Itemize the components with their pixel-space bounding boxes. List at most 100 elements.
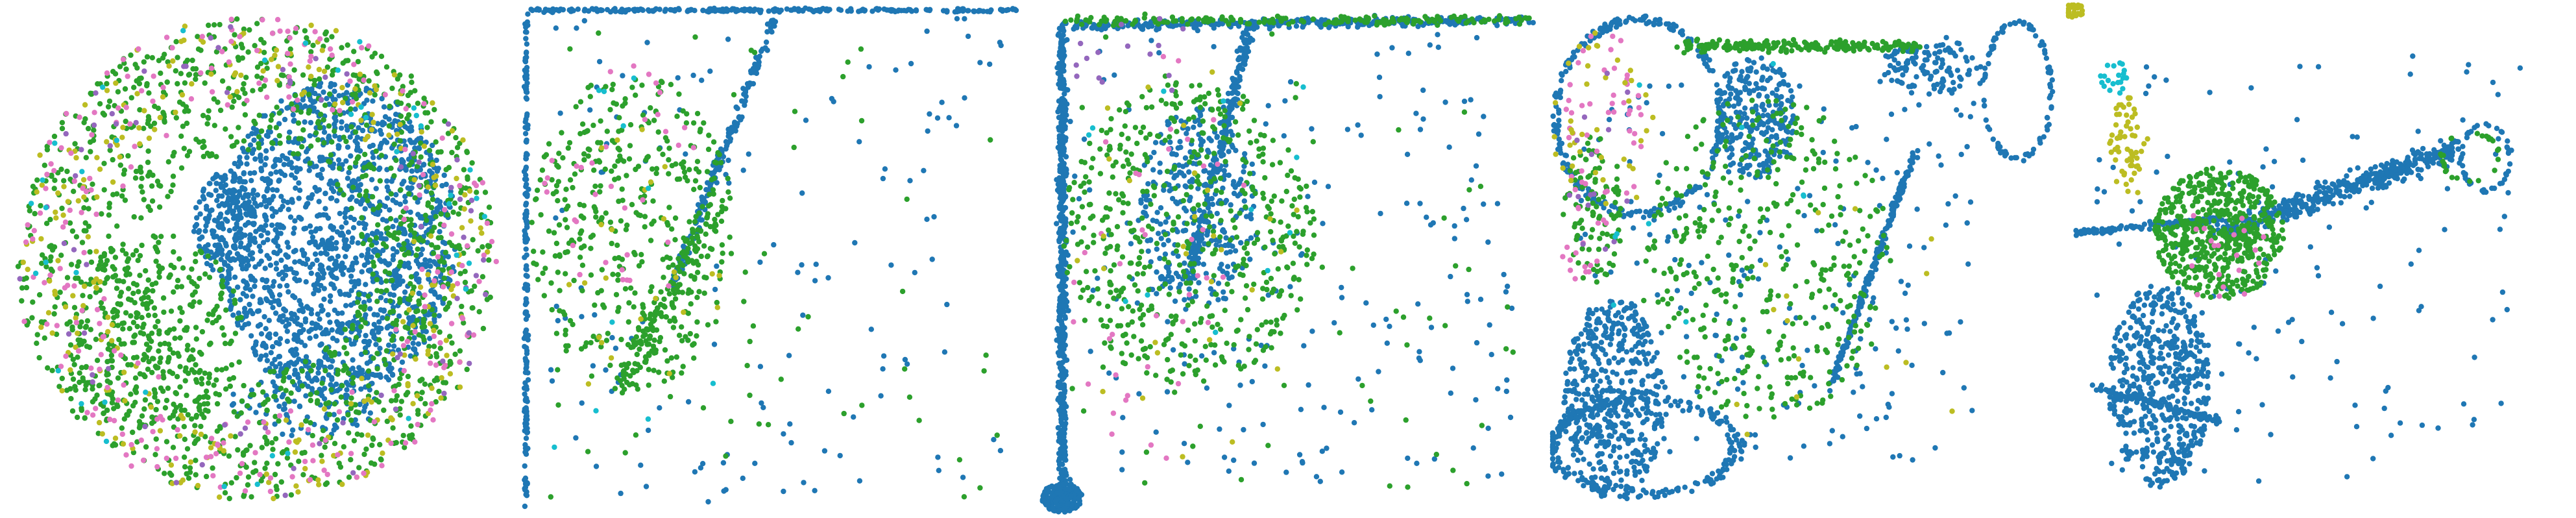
data-point [75,264,80,269]
data-point [281,375,286,380]
data-point [58,145,64,151]
data-point [406,185,411,190]
data-point [339,383,345,388]
data-point [95,81,100,86]
data-point [342,363,347,368]
data-point [247,199,252,204]
data-point [284,417,289,423]
data-point [642,224,648,229]
data-point [109,338,114,343]
data-point [246,220,251,225]
data-point [223,365,228,371]
data-point [365,293,371,299]
data-point [106,104,111,109]
data-point [365,198,370,203]
data-point [167,347,173,352]
data-point [207,341,212,347]
data-point [291,249,297,254]
data-point [437,340,443,345]
data-point [866,64,871,69]
data-point [468,208,474,214]
data-point [217,495,222,500]
data-point [158,71,163,76]
data-point [330,282,335,288]
data-point [261,314,267,319]
data-point [383,278,389,284]
data-point [348,417,354,423]
data-point [283,493,288,498]
data-point [258,233,263,238]
data-point [247,27,252,32]
data-point [627,156,632,162]
data-point [398,164,404,169]
data-point [317,316,322,321]
data-point [412,195,417,201]
data-point [555,318,561,323]
data-point [254,48,260,53]
data-point [522,228,527,233]
data-point [284,412,289,417]
data-point [335,182,340,187]
data-point [37,292,42,297]
data-point [314,390,319,395]
data-point [691,356,696,361]
data-point [204,389,209,394]
data-point [339,119,344,125]
data-point [878,393,883,399]
data-point [307,167,312,173]
data-point [525,126,530,131]
data-point [85,318,90,323]
data-point [47,244,52,249]
data-point [291,112,296,117]
data-point [295,489,300,495]
data-point [256,80,261,86]
data-point [274,266,279,271]
data-point [346,230,351,235]
data-point [415,422,420,427]
data-point [358,117,363,123]
data-point [686,8,691,13]
data-point [246,475,251,480]
data-point [80,375,86,380]
data-point [351,225,356,230]
data-point [156,275,162,280]
data-point [261,401,266,406]
data-point [73,388,79,393]
data-point [197,350,202,355]
data-point [252,43,257,48]
data-point [166,275,171,280]
data-point [297,166,302,171]
data-point [363,115,369,120]
data-point [114,223,119,228]
data-point [693,178,698,183]
data-point [150,55,155,60]
data-point [189,81,194,86]
data-point [134,169,139,174]
data-point [73,155,79,160]
data-point [383,92,388,97]
data-point [345,42,350,47]
data-point [141,68,147,73]
data-point [725,141,730,146]
data-point [146,277,151,282]
data-point [291,106,296,112]
data-point [308,74,313,79]
data-point [271,394,276,399]
data-point [465,243,470,249]
data-point [424,329,429,334]
data-point [315,272,320,277]
data-point [312,91,317,96]
data-point [60,212,66,217]
data-point [322,368,328,373]
data-point [276,418,281,423]
data-point [270,453,275,458]
data-point [204,317,210,323]
data-point [240,86,245,92]
data-point [439,375,444,380]
data-point [110,179,115,184]
data-point [566,145,571,151]
data-point [313,164,319,169]
data-point [849,8,854,14]
data-point [428,119,433,125]
data-point [403,325,408,330]
